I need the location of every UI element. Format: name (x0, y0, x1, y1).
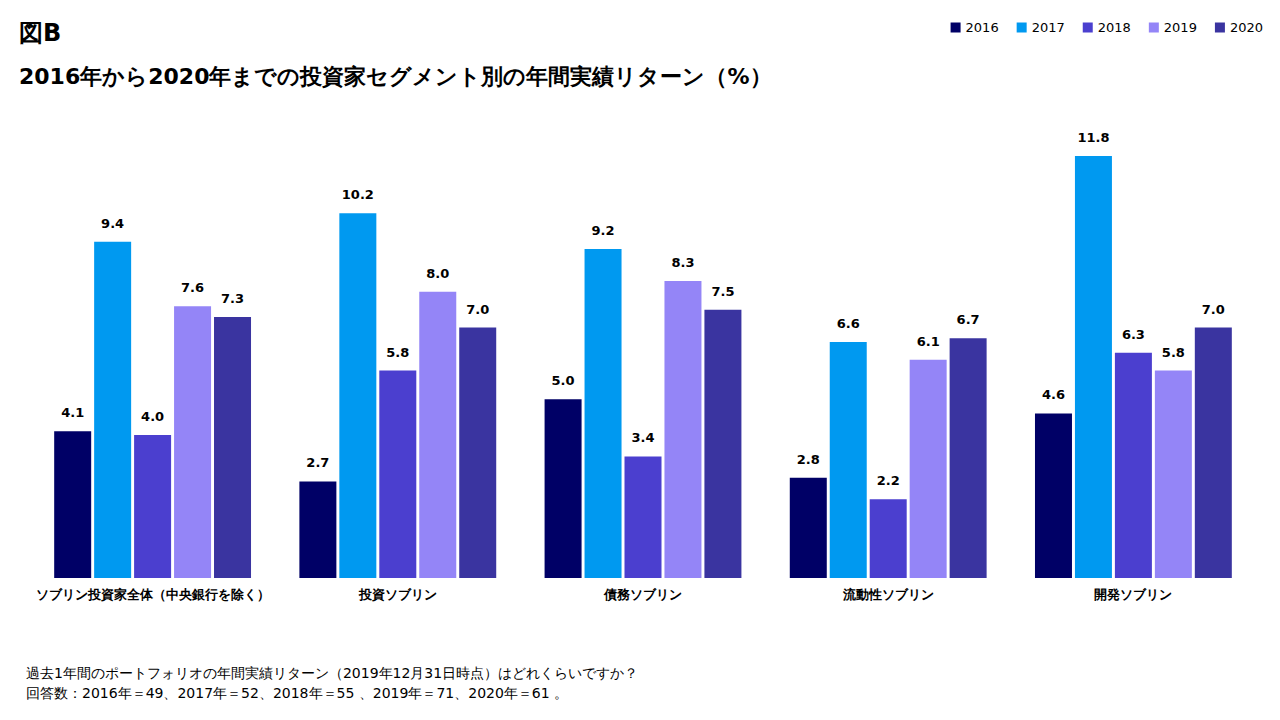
svg-text:6.6: 6.6 (837, 316, 860, 331)
svg-text:10.2: 10.2 (342, 187, 374, 202)
svg-text:2017: 2017 (1032, 20, 1065, 35)
svg-text:2019: 2019 (1164, 20, 1197, 35)
svg-text:2016年から2020年までの投資家セグメント別の年間実績リ: 2016年から2020年までの投資家セグメント別の年間実績リターン（%） (19, 64, 772, 89)
svg-text:回答数：2016年＝49、2017年＝52、2018年＝55: 回答数：2016年＝49、2017年＝52、2018年＝55 、2019年＝71… (26, 685, 568, 701)
svg-text:8.0: 8.0 (426, 266, 449, 281)
svg-text:図B: 図B (19, 19, 61, 47)
svg-text:2.7: 2.7 (306, 455, 329, 470)
svg-text:2016: 2016 (966, 20, 999, 35)
svg-text:8.3: 8.3 (671, 255, 694, 270)
svg-text:5.0: 5.0 (552, 373, 575, 388)
svg-text:投資ソブリン: 投資ソブリン (358, 587, 437, 602)
svg-text:3.4: 3.4 (631, 430, 654, 445)
svg-text:7.0: 7.0 (466, 302, 489, 317)
svg-text:債務ソブリン: 債務ソブリン (603, 587, 682, 602)
svg-text:開発ソブリン: 開発ソブリン (1094, 587, 1172, 602)
svg-text:7.3: 7.3 (221, 291, 244, 306)
svg-text:7.5: 7.5 (711, 284, 734, 299)
svg-text:ソブリン投資家全体（中央銀行を除く）: ソブリン投資家全体（中央銀行を除く） (36, 587, 270, 602)
svg-text:7.6: 7.6 (181, 280, 204, 295)
svg-text:2.2: 2.2 (877, 473, 900, 488)
svg-text:5.8: 5.8 (386, 345, 409, 360)
svg-text:6.1: 6.1 (917, 334, 940, 349)
svg-text:2018: 2018 (1098, 20, 1131, 35)
svg-text:6.7: 6.7 (957, 312, 980, 327)
svg-text:4.6: 4.6 (1042, 387, 1065, 402)
svg-text:2.8: 2.8 (797, 452, 820, 467)
svg-text:2020: 2020 (1230, 20, 1263, 35)
svg-text:5.8: 5.8 (1162, 345, 1185, 360)
svg-text:11.8: 11.8 (1077, 130, 1109, 145)
svg-text:9.4: 9.4 (101, 216, 124, 231)
svg-text:4.0: 4.0 (141, 409, 164, 424)
svg-text:4.1: 4.1 (61, 405, 84, 420)
svg-text:6.3: 6.3 (1122, 327, 1145, 342)
svg-text:流動性ソブリン: 流動性ソブリン (842, 587, 934, 602)
svg-text:9.2: 9.2 (592, 223, 615, 238)
svg-text:7.0: 7.0 (1202, 302, 1225, 317)
svg-text:過去1年間のポートフォリオの年間実績リターン（2019年12: 過去1年間のポートフォリオの年間実績リターン（2019年12月31日時点）はどれ… (26, 665, 638, 681)
